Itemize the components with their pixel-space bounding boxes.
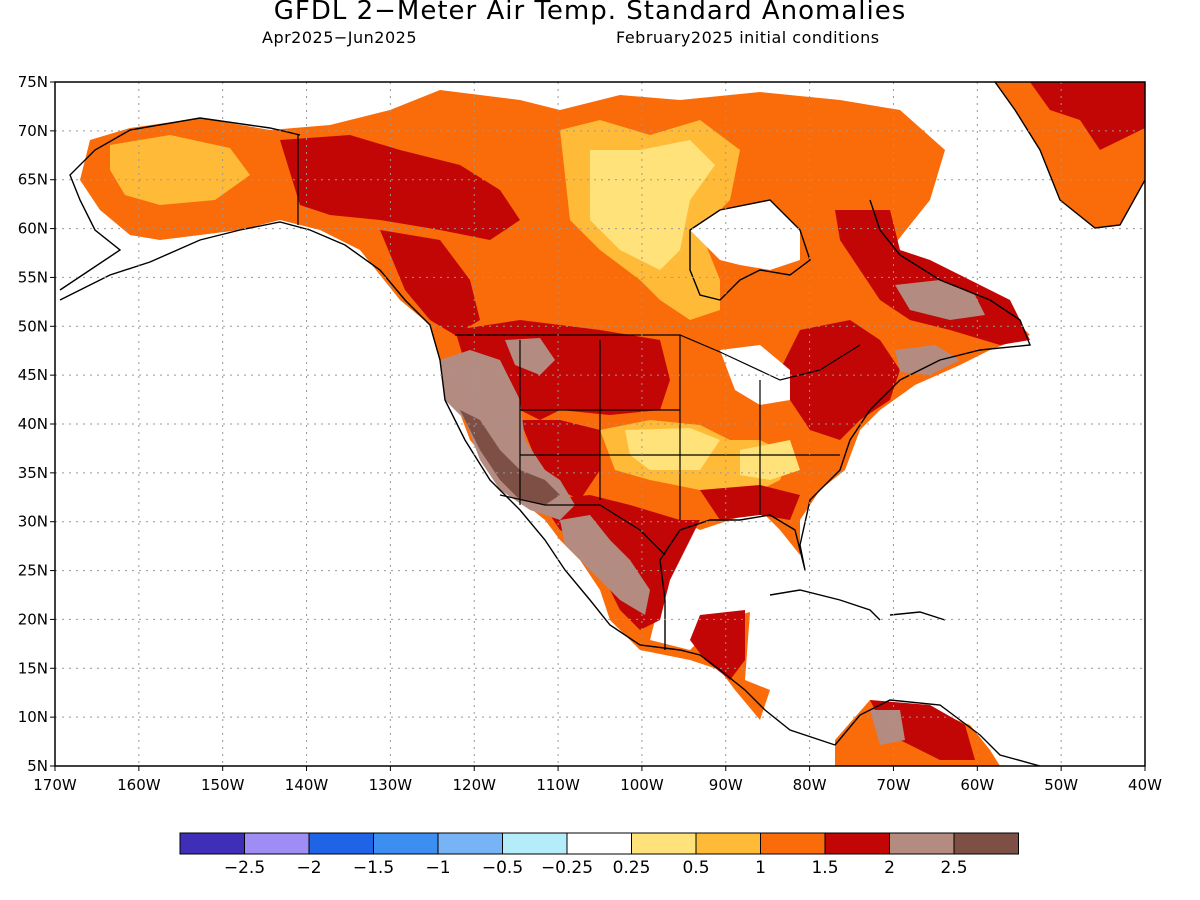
axis-ticks	[50, 81, 1146, 771]
coast-hispaniola	[889, 611, 946, 621]
field-southeast-red	[700, 485, 800, 520]
lon-label: 170W	[33, 776, 77, 794]
lat-label: 25N	[18, 562, 48, 580]
lon-label: 90W	[709, 776, 743, 794]
colorbar-swatch	[695, 832, 761, 855]
lat-label: 75N	[18, 73, 48, 91]
lat-label: 40N	[18, 415, 48, 433]
anomaly-field	[80, 82, 1145, 766]
lon-label: 150W	[201, 776, 245, 794]
field-maritimes-brown	[895, 345, 960, 375]
colorbar-label: 2	[884, 858, 895, 878]
field-rockies-red	[520, 420, 600, 500]
colorbar-swatch	[889, 832, 955, 855]
field-central-america-red	[690, 610, 745, 680]
border-state-lines	[519, 335, 840, 520]
lat-label: 5N	[27, 757, 48, 775]
coast-alaska	[59, 117, 301, 291]
field-plains-yellow	[625, 428, 720, 470]
political-boundaries	[297, 135, 861, 556]
field-bc-red	[380, 230, 480, 335]
lon-label: 100W	[620, 776, 664, 794]
field-hudson-yellow	[590, 140, 715, 270]
colorbar-label: 1.5	[811, 858, 838, 878]
lon-label: 140W	[285, 776, 329, 794]
lat-label: 45N	[18, 366, 48, 384]
lat-label: 65N	[18, 171, 48, 189]
colorbar-label: −1.5	[353, 858, 394, 878]
lon-axis-labels: 170W 160W 150W 140W 130W 120W 110W 100W 90W 80W 70…	[33, 776, 1162, 794]
border-us-mexico	[499, 494, 666, 556]
colorbar-label: −1	[425, 858, 450, 878]
colorbar-swatch	[566, 832, 632, 855]
lon-label: 130W	[369, 776, 413, 794]
lat-label: 30N	[18, 513, 48, 531]
field-westcoast-brown	[440, 350, 575, 520]
lat-label: 50N	[18, 317, 48, 335]
field-greenland-core	[1030, 82, 1145, 150]
colorbar-swatch	[502, 832, 568, 855]
lon-label: 40W	[1128, 776, 1162, 794]
lon-label: 110W	[536, 776, 580, 794]
lon-label: 70W	[877, 776, 911, 794]
colorbar-label: −2.5	[224, 858, 265, 878]
colorbar-swatch	[179, 832, 245, 855]
colorbar-label: 0.25	[613, 858, 651, 878]
forecast-period: Apr2025−Jun2025	[262, 28, 418, 47]
colorbar-swatch	[244, 832, 310, 855]
field-great-basin-darkbrown	[460, 410, 560, 505]
field-alaska-light	[110, 135, 250, 205]
coast-north-america	[59, 221, 836, 746]
colorbar-label: −2	[296, 858, 321, 878]
colorbar-swatch	[760, 832, 826, 855]
field-mexico-brown	[560, 515, 650, 615]
colorbar-swatch	[308, 832, 374, 855]
lon-label: 50W	[1044, 776, 1078, 794]
coastlines	[59, 82, 1145, 766]
colorbar-label: 0.5	[682, 858, 709, 878]
grid-lines	[55, 82, 1145, 766]
coast-cuba	[769, 589, 881, 621]
colorbar-swatch	[373, 832, 439, 855]
coast-gulf	[659, 199, 1031, 650]
field-montana-brown	[505, 338, 555, 375]
colorbar-swatch	[953, 832, 1019, 855]
initial-conditions: February2025 initial conditions	[616, 28, 880, 47]
lat-label: 20N	[18, 610, 48, 628]
coast-greenland	[994, 82, 1145, 229]
lat-label: 10N	[18, 708, 48, 726]
field-yukon-red	[280, 135, 520, 240]
field-labrador-brown	[895, 280, 985, 320]
colorbar-labels: −2.5 −2 −1.5 −1 −0.5 −0.25 0.25 0.5 1 1.5 2 2.5	[224, 858, 968, 878]
colorbar-swatch	[631, 832, 697, 855]
lat-label: 55N	[18, 268, 48, 286]
lon-label: 60W	[960, 776, 994, 794]
lat-label: 60N	[18, 220, 48, 238]
lon-label: 160W	[117, 776, 161, 794]
coast-south-america	[834, 699, 1041, 766]
lat-label: 70N	[18, 122, 48, 140]
lon-label: 120W	[452, 776, 496, 794]
colorbar-label: −0.25	[541, 858, 593, 878]
coast-hudson	[689, 199, 811, 301]
field-venezuela-brown	[870, 710, 905, 745]
colorbar-label: 2.5	[940, 858, 967, 878]
lat-axis-labels: 75N 70N 65N 60N 55N 50N 45N 40N 35N 30N 25N 20N 15N 1…	[18, 73, 48, 775]
field-hudson-white	[690, 200, 800, 270]
lat-label: 15N	[18, 659, 48, 677]
colorbar-label: −0.5	[482, 858, 523, 878]
lat-label: 35N	[18, 464, 48, 482]
map-title: GFDL 2−Meter Air Temp. Standard Anomalie…	[273, 0, 907, 26]
colorbar	[179, 832, 1019, 855]
field-appalachia-yellow	[740, 440, 800, 480]
colorbar-label: 1	[755, 858, 766, 878]
border-us-canada	[455, 334, 861, 381]
colorbar-swatch	[824, 832, 890, 855]
colorbar-swatch	[437, 832, 503, 855]
lon-label: 80W	[793, 776, 827, 794]
